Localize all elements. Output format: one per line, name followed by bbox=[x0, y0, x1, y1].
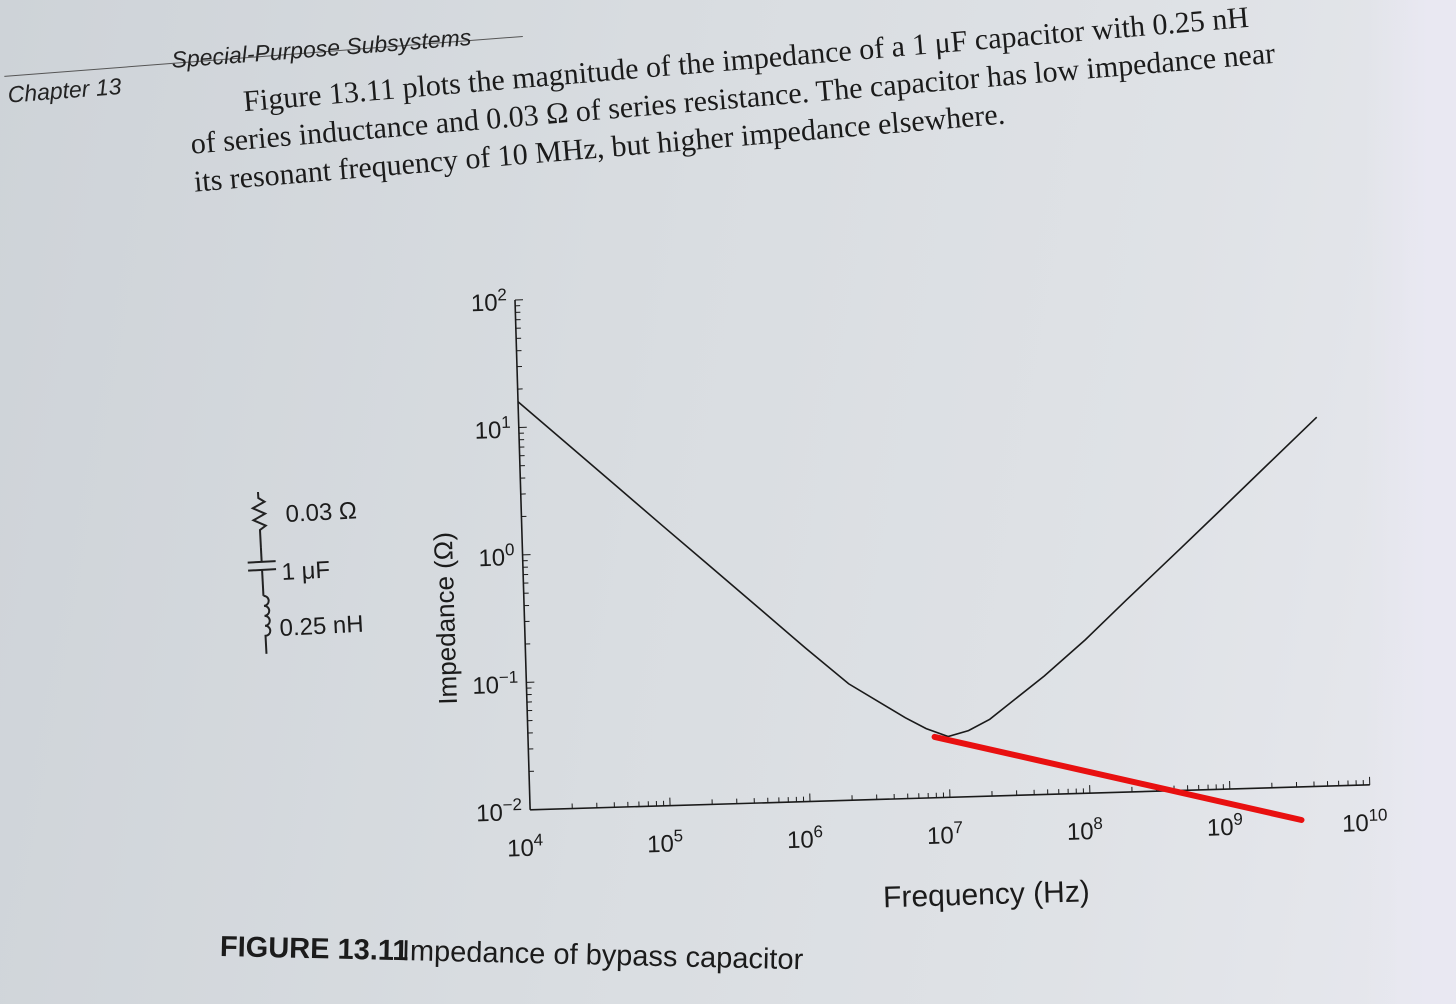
schematic-wire bbox=[261, 569, 265, 596]
x-tick-label: 108 bbox=[1066, 814, 1103, 846]
y-tick-label: 102 bbox=[470, 285, 507, 317]
inductor-symbol bbox=[263, 594, 272, 654]
red-annotation-line bbox=[931, 733, 1305, 824]
impedance-chart: 10−2 10−1 100 101 102 104 105 106 107 108 109 1010… bbox=[428, 285, 1388, 914]
figure-caption-number: FIGURE 13.11 bbox=[220, 931, 409, 967]
y-tick-label: 100 bbox=[478, 540, 515, 572]
x-tick-label: 105 bbox=[647, 826, 684, 858]
chart-axes bbox=[514, 299, 1370, 811]
capacitor-schematic: 0.03 Ω 1 μF 0.25 nH bbox=[247, 491, 364, 654]
x-tick-label: 106 bbox=[787, 822, 824, 854]
figure-caption-text: Impedance of bypass capacitor bbox=[402, 935, 804, 976]
schematic-wire bbox=[259, 547, 263, 562]
x-axis-label: Frequency (Hz) bbox=[883, 875, 1091, 914]
x-tick-label: 1010 bbox=[1342, 805, 1389, 837]
x-tick-label: 109 bbox=[1206, 810, 1243, 842]
y-tick-label: 10−2 bbox=[476, 795, 523, 827]
inductor-label: 0.25 nH bbox=[279, 611, 364, 642]
resistor-label: 0.03 Ω bbox=[285, 497, 358, 528]
x-tick-labels: 104 105 106 107 108 109 1010 bbox=[507, 805, 1388, 862]
page-edge-shadow bbox=[1366, 0, 1456, 1004]
y-tick-label: 101 bbox=[474, 413, 511, 445]
y-tick-labels: 10−2 10−1 100 101 102 bbox=[470, 285, 523, 827]
x-tick-label: 104 bbox=[507, 830, 544, 862]
x-tick-label: 107 bbox=[926, 818, 963, 850]
y-axis-label: Impedance (Ω) bbox=[428, 532, 463, 705]
y-axis-line bbox=[514, 299, 531, 810]
chart-ticks bbox=[514, 299, 1371, 811]
resistor-symbol bbox=[250, 491, 268, 548]
y-tick-label: 10−1 bbox=[472, 668, 519, 700]
capacitor-label: 1 μF bbox=[281, 556, 331, 586]
impedance-curve bbox=[517, 401, 1318, 738]
